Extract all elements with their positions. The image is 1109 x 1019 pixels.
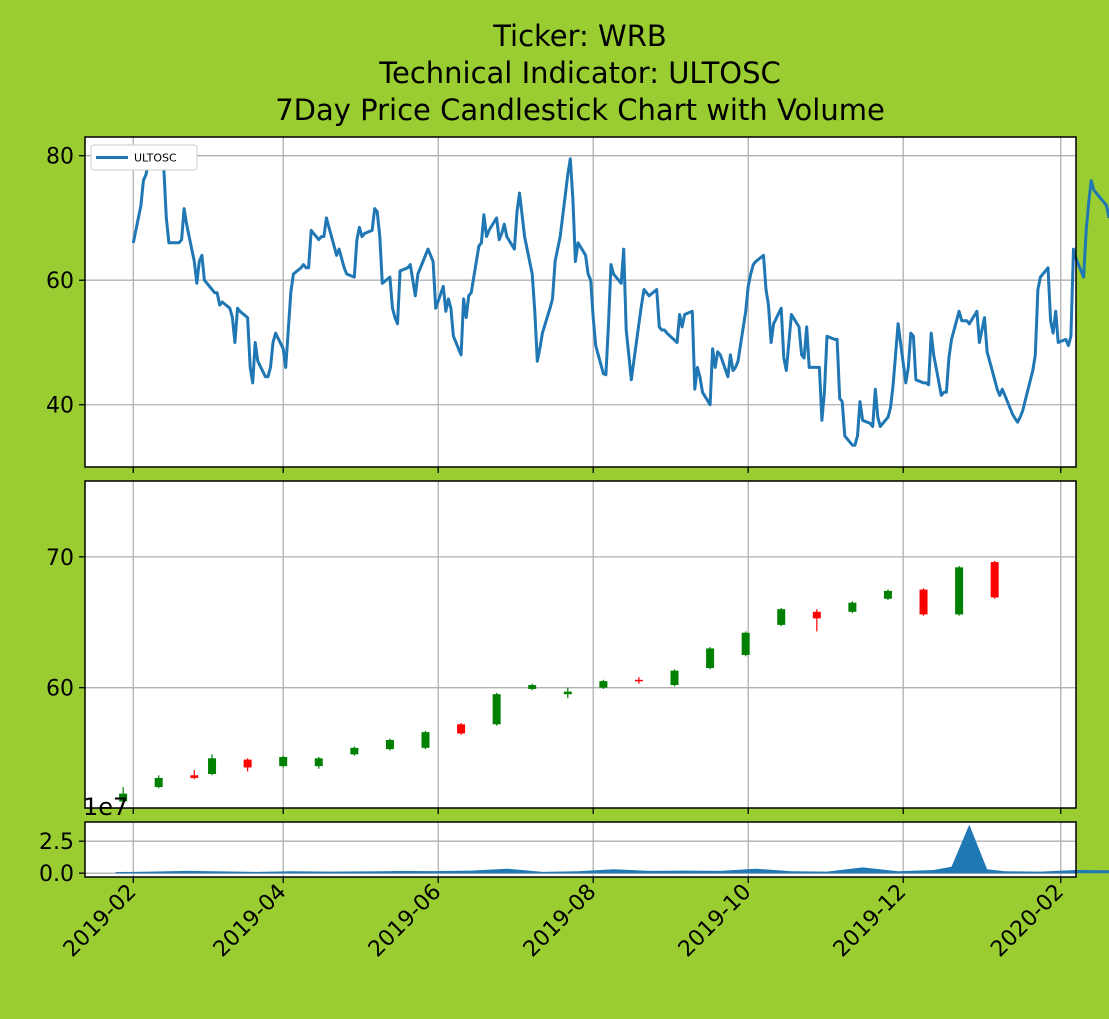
candle-body <box>119 793 128 802</box>
indicator-panel: 40 60 80 ULTOSC <box>46 136 1109 473</box>
candle-up <box>563 687 572 699</box>
candle-up <box>670 669 679 687</box>
candle-body <box>421 732 430 748</box>
indicator-plot-area <box>85 137 1076 467</box>
candle-body <box>670 670 679 686</box>
candle-body <box>314 758 323 767</box>
candle-up <box>528 683 537 691</box>
candle-body <box>190 775 199 778</box>
volume-y-axis: 0.02.5 <box>39 830 85 887</box>
candle-down <box>990 560 999 599</box>
y-tick-label: 60 <box>46 677 74 702</box>
candle-body <box>563 691 572 695</box>
candle-up <box>350 746 359 756</box>
candle-body <box>812 611 821 619</box>
title-line-1: Ticker: WRB <box>492 19 667 53</box>
indicator-x-ticks <box>132 467 1062 473</box>
candle-up <box>421 730 430 750</box>
candle-body <box>599 681 608 688</box>
candle-body <box>457 724 466 734</box>
candle-up <box>208 754 217 776</box>
candle-body <box>279 756 288 767</box>
y-tick-label: 70 <box>46 546 74 571</box>
volume-plot-area <box>85 822 1076 877</box>
candle-down <box>919 588 928 616</box>
candle-body <box>883 590 892 599</box>
candle-body <box>243 759 252 768</box>
candle-body <box>528 685 537 689</box>
candlestick-panel: 60 70 <box>46 480 1077 814</box>
candle-up <box>599 679 608 689</box>
candle-up <box>848 601 857 614</box>
candle-body <box>154 777 163 788</box>
candle-down <box>457 722 466 735</box>
candle-up <box>279 755 288 768</box>
candle-body <box>492 694 501 725</box>
candlestick-frame <box>84 480 1077 809</box>
title-line-3: 7Day Price Candlestick Chart with Volume <box>275 93 885 127</box>
volume-frame <box>84 821 1077 878</box>
y-tick-label: 40 <box>46 394 74 419</box>
candle-body <box>955 567 964 615</box>
candle-body <box>706 648 715 669</box>
y-tick-label: 80 <box>46 145 74 170</box>
candle-up <box>314 756 323 769</box>
candle-body <box>350 747 359 755</box>
candle-up <box>777 607 786 627</box>
ultosc-series-line <box>131 148 1109 447</box>
candle-body <box>385 739 394 750</box>
candle-up <box>706 647 715 670</box>
indicator-legend: ULTOSC <box>90 144 198 171</box>
candle-up <box>955 566 964 616</box>
y-tick-label: 2.5 <box>39 830 74 855</box>
candle-down <box>634 677 643 684</box>
y-tick-label: 0.0 <box>39 862 74 887</box>
candle-body <box>919 589 928 615</box>
chart-title: Ticker: WRB Technical Indicator: ULTOSC … <box>275 19 885 127</box>
title-line-2: Technical Indicator: ULTOSC <box>378 56 781 90</box>
candle-up <box>492 692 501 726</box>
candlestick-plot-area <box>85 481 1076 808</box>
candle-down <box>243 758 252 772</box>
candle-down <box>812 609 821 632</box>
candle-up <box>385 738 394 751</box>
indicator-grid <box>85 137 1076 467</box>
candle-up <box>883 589 892 601</box>
candlestick-x-ticks <box>132 808 1062 814</box>
candle-body <box>634 679 643 682</box>
candle-body <box>848 602 857 612</box>
candle-up <box>119 787 128 803</box>
candlesticks <box>119 560 999 803</box>
candle-body <box>741 632 750 655</box>
candlestick-y-axis: 60 70 <box>46 546 85 702</box>
legend-label-ultosc: ULTOSC <box>134 152 177 165</box>
candle-up <box>154 775 163 789</box>
y-tick-label: 60 <box>46 269 74 294</box>
legend-box <box>90 144 198 171</box>
candle-body <box>777 609 786 625</box>
candle-body <box>990 562 999 598</box>
candle-down <box>190 770 199 780</box>
candlestick-grid <box>85 481 1076 808</box>
indicator-frame <box>84 136 1077 468</box>
indicator-y-axis: 40 60 80 <box>46 145 85 419</box>
volume-scale-label: 1e7 <box>83 793 128 821</box>
candle-body <box>208 758 217 774</box>
candle-up <box>741 631 750 657</box>
